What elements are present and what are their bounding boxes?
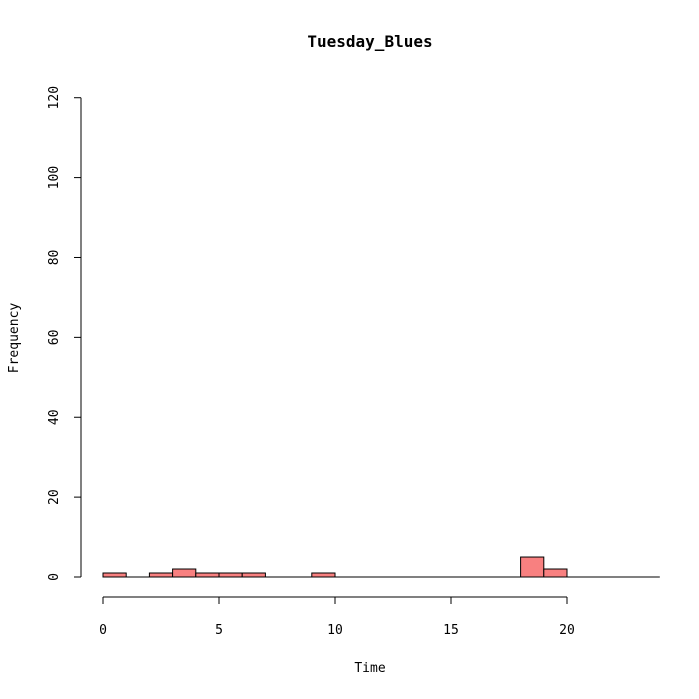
x-axis-label: Time (354, 661, 385, 676)
histogram-bar-4 (195, 572, 220, 578)
y-tick-label: 0 (47, 573, 62, 581)
bars-group (102, 556, 660, 578)
x-tick-label: 15 (443, 623, 459, 638)
histogram-bar-0 (102, 572, 127, 578)
histogram-bar-19 (543, 568, 568, 578)
x-axis: 0 5 10 15 20 (99, 596, 575, 638)
histogram-bar-2 (148, 572, 174, 578)
x-tick-label: 10 (327, 623, 343, 638)
x-tick-label: 0 (99, 623, 107, 638)
histogram-bar-6 (241, 572, 266, 578)
y-tick-label: 60 (47, 330, 62, 346)
y-tick-label: 120 (47, 86, 62, 109)
histogram-bar-9 (311, 572, 336, 578)
y-tick-label: 100 (47, 166, 62, 189)
x-tick-label: 5 (215, 623, 223, 638)
y-axis: 0 20 40 60 80 100 120 (47, 86, 82, 581)
y-axis-label: Frequency (7, 303, 22, 374)
y-tick-label: 80 (47, 250, 62, 266)
y-tick-label: 40 (47, 409, 62, 425)
y-tick-label: 20 (47, 489, 62, 505)
histogram-bar-18 (520, 556, 545, 578)
x-tick-label: 20 (559, 623, 575, 638)
chart-title: Tuesday_Blues (307, 32, 432, 51)
histogram-bar-5 (218, 572, 243, 578)
histogram-bar-3 (172, 568, 197, 578)
